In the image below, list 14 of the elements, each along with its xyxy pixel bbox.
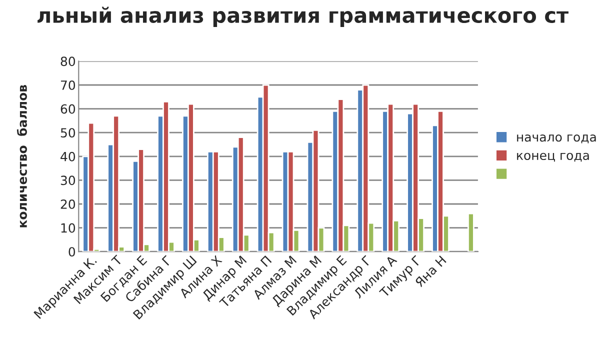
y-tick-label: 80 xyxy=(60,56,76,66)
legend-label: начало года xyxy=(517,134,596,144)
legend-label: конец года xyxy=(517,152,589,162)
y-tick-label: 50 xyxy=(60,128,76,138)
bar xyxy=(468,212,474,252)
y-tick-label: 40 xyxy=(60,152,76,162)
y-tick-label: 0 xyxy=(68,247,76,257)
y-tick-label: 10 xyxy=(61,223,76,233)
y-tick-label: 70 xyxy=(60,80,76,90)
y-tick-label: 20 xyxy=(60,199,76,209)
y-axis-title: количество баллов xyxy=(16,85,27,228)
y-tick-label: 30 xyxy=(60,176,76,186)
chart-title: льный анализ развития грамматического ст xyxy=(38,6,568,28)
y-tick-label: 60 xyxy=(60,104,76,114)
